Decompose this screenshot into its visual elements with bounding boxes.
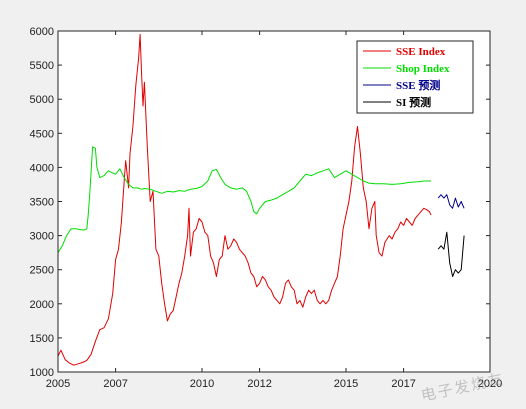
series-line-0 — [57, 33, 432, 366]
y-tick-label: 1500 — [30, 333, 54, 345]
y-tick-label: 4000 — [30, 162, 54, 174]
y-tick-label: 2000 — [30, 299, 54, 311]
y-tick-label: 5000 — [30, 94, 54, 106]
x-tick-label: 2017 — [391, 378, 415, 390]
series-line-2 — [437, 194, 465, 209]
y-tick-label: 4500 — [30, 128, 54, 140]
series-line-3 — [437, 231, 465, 277]
y-tick-label: 2500 — [30, 265, 54, 277]
x-tick-label: 2012 — [247, 378, 271, 390]
y-tick-label: 3000 — [30, 231, 54, 243]
y-tick-label: 3500 — [30, 197, 54, 209]
legend-label-3: SI 预测 — [396, 95, 431, 109]
legend-box — [356, 40, 474, 114]
x-tick-label: 2015 — [334, 378, 358, 390]
y-tick-label: 5500 — [30, 60, 54, 72]
series-line-1 — [57, 146, 431, 253]
x-tick-label: 2007 — [103, 378, 127, 390]
legend-label-0: SSE Index — [396, 46, 446, 58]
ticks-layer: 2005 2007 2010 2012 2015 2017 2020 1000 1500 2000… — [30, 26, 503, 390]
x-tick-label: 2010 — [190, 378, 214, 390]
legend-label-2: SSE 预测 — [396, 78, 440, 92]
y-tick-label: 1000 — [30, 367, 54, 379]
legend-label-1: Shop Index — [396, 63, 450, 75]
x-tick-label: 2005 — [46, 378, 70, 390]
series-layer — [57, 33, 465, 366]
y-tick-label: 6000 — [30, 26, 54, 38]
x-tick-label: 2020 — [478, 378, 502, 390]
legend: SSE Index Shop Index SSE 预测 SI 预测 — [356, 40, 474, 114]
